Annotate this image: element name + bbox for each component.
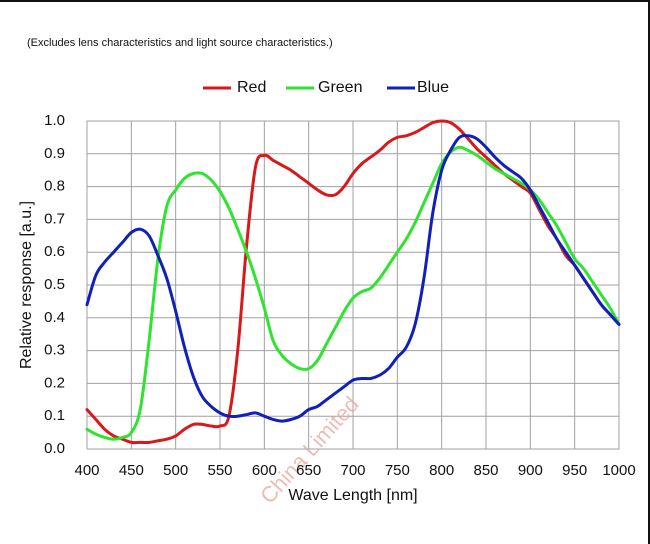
x-tick-label: 600 — [252, 462, 277, 479]
x-tick-label: 950 — [562, 462, 587, 479]
x-axis-label: Wave Length [nm] — [288, 487, 417, 504]
x-tick-label: 1000 — [602, 462, 635, 479]
y-tick-label: 0.6 — [44, 243, 65, 260]
y-axis-label: Relative response [a.u.] — [18, 201, 35, 369]
y-tick-label: 1.0 — [44, 112, 65, 129]
y-tick-label: 0.7 — [44, 210, 65, 227]
y-tick-label: 0.5 — [44, 276, 65, 293]
series-line-blue — [85, 134, 621, 423]
legend-label-blue: Blue — [417, 79, 449, 96]
chart-note: (Excludes lens characteristics and light… — [27, 37, 333, 49]
series-line-red — [85, 119, 621, 445]
legend-label-red: Red — [237, 79, 266, 96]
x-tick-label: 850 — [473, 462, 498, 479]
y-tick-label: 0.8 — [44, 178, 65, 195]
x-tick-label: 400 — [74, 462, 99, 479]
chart-legend: Red Green Blue — [203, 79, 449, 96]
y-tick-label: 0.2 — [44, 374, 65, 391]
legend-label-green: Green — [318, 79, 362, 96]
y-tick-label: 0.4 — [44, 309, 65, 326]
chart-series — [85, 119, 621, 445]
x-tick-label: 800 — [429, 462, 454, 479]
x-tick-label: 650 — [296, 462, 321, 479]
x-tick-label: 450 — [119, 462, 144, 479]
x-tick-label: 500 — [163, 462, 188, 479]
chart-ticks: 0.0 0.1 0.2 0.3 0.4 0.5 0.6 0.7 0.8 0.9 1.0 400 450 5… — [44, 112, 636, 479]
x-tick-label: 550 — [207, 462, 232, 479]
y-tick-label: 0.3 — [44, 342, 65, 359]
x-tick-label: 750 — [385, 462, 410, 479]
y-tick-label: 0.9 — [44, 145, 65, 162]
y-tick-label: 0.0 — [44, 440, 65, 457]
x-tick-label: 900 — [518, 462, 543, 479]
y-tick-label: 0.1 — [44, 407, 65, 424]
x-tick-label: 700 — [340, 462, 365, 479]
